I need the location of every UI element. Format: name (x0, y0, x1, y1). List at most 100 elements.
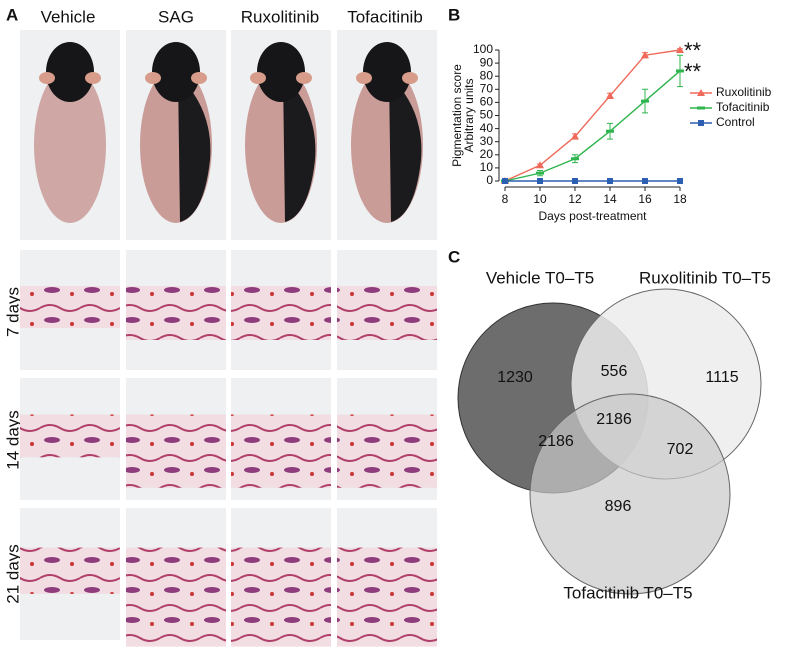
y-axis-label: Pigmentation score (450, 64, 464, 167)
y-tick-label: 90 (480, 55, 494, 69)
marker (571, 157, 579, 161)
mouse-ear (296, 72, 312, 84)
mouse-head (152, 42, 200, 102)
panel-label: A (6, 5, 18, 24)
y-tick-label: 80 (480, 68, 494, 82)
tissue (126, 547, 226, 647)
marker (572, 178, 578, 184)
marker (536, 161, 544, 169)
mouse-ear (39, 72, 55, 84)
pigmented-area (389, 75, 422, 222)
y-axis-label: Arbitrary units (462, 78, 476, 152)
marker (537, 178, 543, 184)
mouse-ear (191, 72, 207, 84)
y-tick-label: 60 (480, 95, 494, 109)
mouse-body (34, 67, 106, 223)
marker (536, 171, 544, 175)
panel-a: A Vehicle SAG Ruxolitinib Tofacitinib 7 … (3, 5, 437, 647)
y-tick-label: 10 (480, 160, 494, 174)
legend-label: Ruxolitinib (716, 85, 772, 99)
venn-count: 2186 (538, 433, 574, 450)
pigmented-area (178, 75, 211, 222)
column-header: SAG (158, 7, 194, 26)
mouse-head (363, 42, 411, 102)
photo-grid (20, 30, 437, 647)
marker (641, 99, 649, 103)
row-label: 7 days (3, 287, 22, 337)
mouse-ear (250, 72, 266, 84)
marker (677, 178, 683, 184)
legend-label: Tofacitinib (716, 100, 770, 114)
venn-set-label: Tofacitinib T0–T5 (563, 583, 692, 602)
x-tick-label: 14 (603, 192, 617, 206)
x-tick-label: 18 (673, 192, 687, 206)
marker (676, 69, 684, 73)
tissue (337, 414, 437, 488)
x-axis-label: Days post-treatment (538, 209, 647, 223)
y-tick-label: 20 (480, 147, 494, 161)
venn-count: 896 (605, 498, 632, 515)
tissue (20, 286, 120, 328)
tissue (126, 286, 226, 340)
marker (606, 129, 614, 133)
panel-label: B (448, 5, 460, 24)
mouse-ear (85, 72, 101, 84)
marker (641, 51, 649, 59)
y-tick-label: 40 (480, 121, 494, 135)
tissue (231, 414, 331, 488)
mouse-ear (145, 72, 161, 84)
tissue (231, 547, 331, 647)
venn-count: 1115 (705, 369, 738, 386)
y-tick-label: 30 (480, 134, 494, 148)
significance-mark: ** (684, 38, 702, 63)
y-tick-label: 100 (473, 42, 493, 56)
marker (607, 178, 613, 184)
column-header: Ruxolitinib (241, 7, 319, 26)
x-tick-label: 12 (568, 192, 582, 206)
marker (502, 178, 508, 184)
mouse-head (46, 42, 94, 102)
significance-mark: ** (684, 59, 702, 84)
column-header: Vehicle (41, 7, 96, 26)
venn-set-label: Vehicle T0–T5 (486, 268, 594, 287)
panel-label: C (448, 247, 460, 266)
y-tick-label: 70 (480, 81, 494, 95)
venn-count: 1230 (497, 369, 533, 386)
venn-count: 702 (667, 441, 694, 458)
row-label: 21 days (3, 544, 22, 604)
x-tick-label: 10 (533, 192, 547, 206)
marker (697, 106, 705, 110)
tissue (126, 414, 226, 488)
tissue (337, 547, 437, 647)
mouse-ear (356, 72, 372, 84)
legend-label: Control (716, 115, 755, 129)
tissue (337, 286, 437, 340)
column-header: Tofacitinib (347, 7, 423, 26)
series-line (504, 70, 681, 182)
mouse-ear (402, 72, 418, 84)
marker (698, 120, 704, 126)
marker (697, 89, 705, 96)
tissue (20, 414, 120, 458)
y-tick-label: 50 (480, 108, 494, 122)
row-label: 14 days (3, 410, 22, 470)
tissue (20, 547, 120, 594)
marker (642, 178, 648, 184)
marker (571, 132, 579, 140)
tissue (231, 286, 331, 340)
venn-count: 556 (601, 363, 628, 380)
mouse-head (257, 42, 305, 102)
series-line (504, 49, 681, 182)
x-tick-label: 16 (638, 192, 652, 206)
venn-count: 2186 (596, 411, 632, 428)
panel-c: C Vehicle T0–T5 Ruxolitinib T0–T5 Tofaci… (448, 247, 771, 602)
venn-set-label: Ruxolitinib T0–T5 (639, 268, 771, 287)
y-tick-label: 0 (486, 173, 493, 187)
x-tick-label: 8 (502, 192, 509, 206)
venn-circle (529, 393, 731, 595)
marker (676, 46, 684, 53)
marker (606, 91, 614, 99)
